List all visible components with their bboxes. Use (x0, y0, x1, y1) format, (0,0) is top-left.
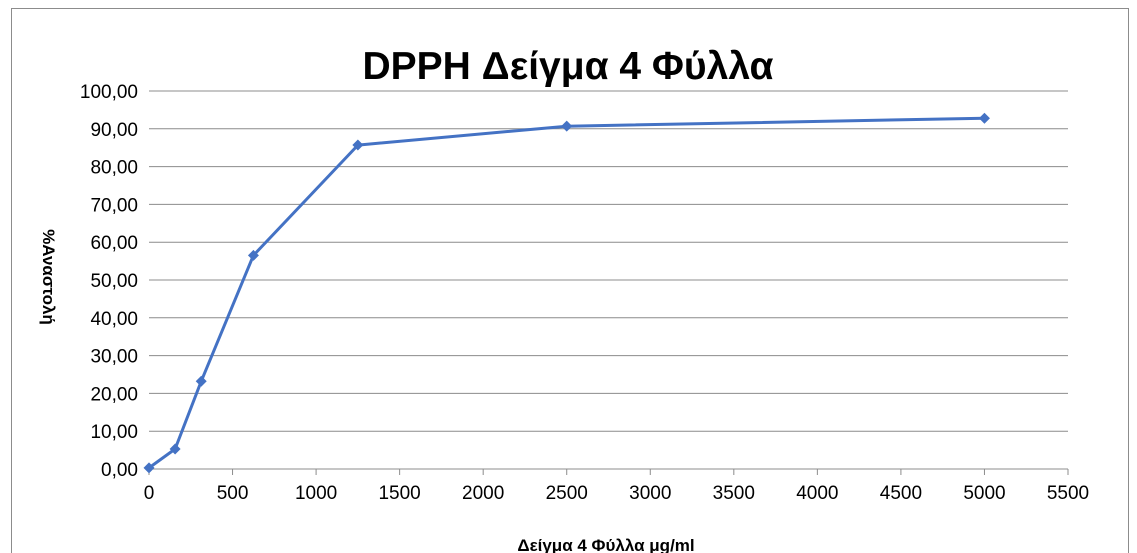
y-tick-label: 30,00 (90, 347, 138, 368)
x-tick-label: 3000 (629, 483, 671, 504)
y-tick-label: 10,00 (90, 422, 138, 443)
y-tick-label: 60,00 (90, 233, 138, 254)
y-tick-label: 40,00 (90, 309, 138, 330)
x-tick-label: 4000 (796, 483, 838, 504)
data-point (143, 462, 155, 474)
y-tick-label: 0,00 (101, 460, 138, 481)
x-tick-label: 4500 (880, 483, 922, 504)
chart-title: DPPH Δείγμα 4 Φύλλα (362, 45, 773, 88)
x-tick-labels: 0 500 1000 1500 2000 2500 3000 3500 4000 4500 5000… (144, 483, 1089, 504)
y-tick-label: 100,00 (80, 82, 138, 103)
data-points (143, 112, 990, 474)
y-tick-labels: 0,00 10,00 20,00 30,00 40,00 50,00 60,00 70,00 8… (80, 82, 138, 481)
x-tick-label: 500 (217, 483, 249, 504)
x-tick-label: 3500 (713, 483, 755, 504)
y-tick-label: 70,00 (90, 195, 138, 216)
x-tick-label: 5000 (963, 483, 1005, 504)
x-axis-title: Δείγμα 4 Φύλλα μg/ml (517, 536, 694, 553)
y-tick-label: 80,00 (90, 158, 138, 179)
x-tick-label: 2500 (546, 483, 588, 504)
x-tick-label: 2000 (462, 483, 504, 504)
data-point (978, 112, 990, 124)
x-tick-label: 1000 (295, 483, 337, 504)
data-point (352, 139, 364, 151)
series-line (147, 116, 986, 470)
y-axis-title: %Αναστολή (39, 229, 58, 325)
y-tick-label: 50,00 (90, 271, 138, 292)
x-tick-label: 5500 (1047, 483, 1089, 504)
axes (148, 468, 1069, 475)
gridlines (149, 90, 1068, 432)
x-tick-label: 1500 (378, 483, 420, 504)
data-point (561, 120, 573, 132)
x-tick-label: 0 (144, 483, 155, 504)
data-point (247, 249, 259, 261)
series-polyline (147, 116, 986, 470)
data-point (169, 443, 181, 455)
data-point (195, 375, 207, 387)
y-tick-label: 20,00 (90, 384, 138, 405)
y-tick-label: 90,00 (90, 120, 138, 141)
